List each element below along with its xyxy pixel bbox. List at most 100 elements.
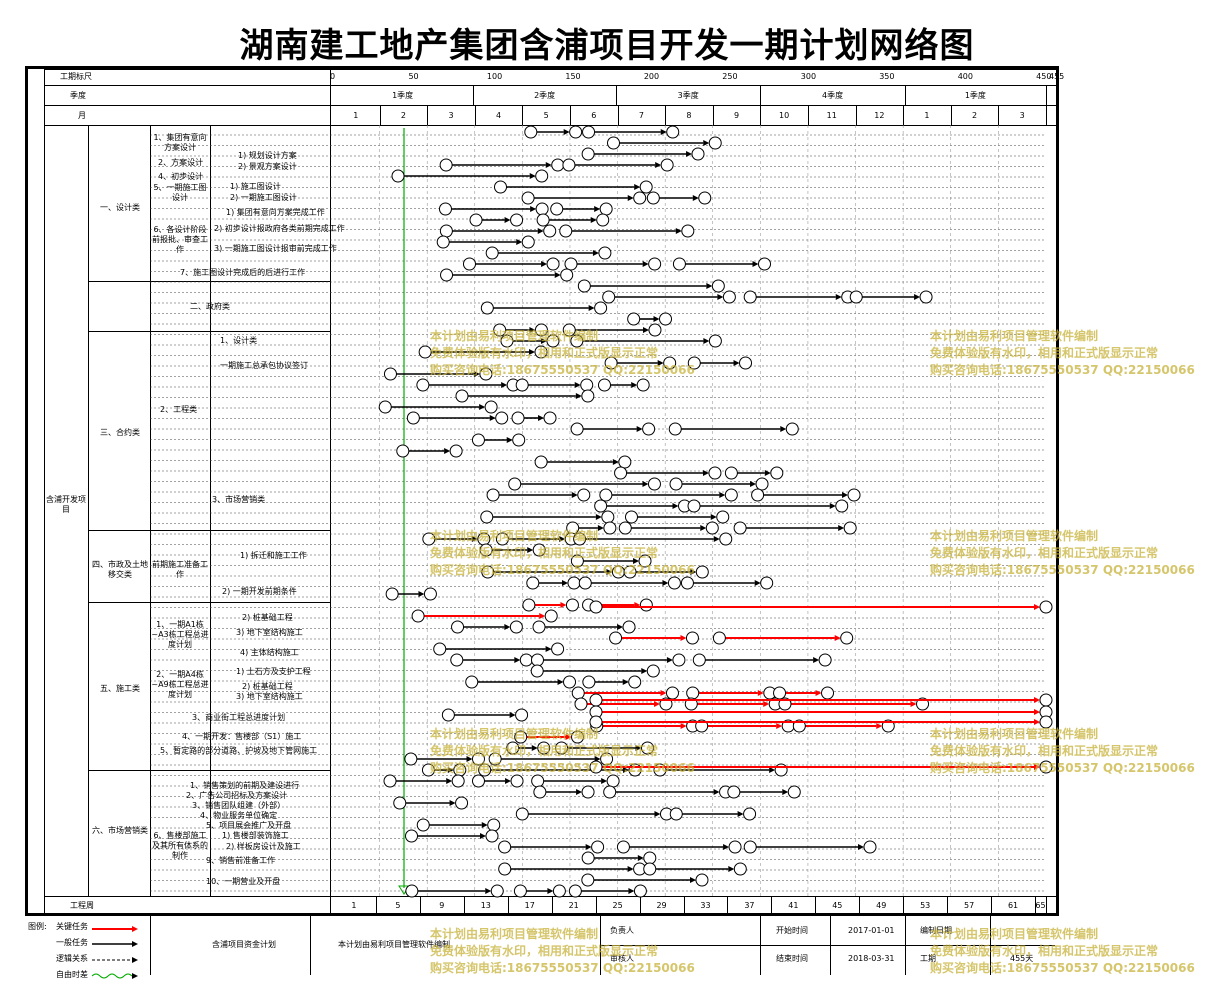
event-node — [510, 213, 524, 227]
task-arrow-head — [703, 338, 710, 344]
event-node — [544, 609, 558, 623]
event-node — [404, 752, 418, 766]
event-node — [555, 741, 569, 755]
task-arrow-head — [876, 723, 883, 729]
event-node — [609, 631, 623, 645]
event-node — [515, 378, 529, 392]
event-node — [624, 510, 638, 524]
event-node — [378, 400, 392, 414]
event-node — [589, 760, 603, 774]
task-arrow-head — [815, 690, 822, 696]
task-arrow-head — [750, 481, 757, 487]
quarter-row-label: 季度 — [70, 91, 86, 100]
category-marketing: 六、市场营销类 — [92, 826, 148, 835]
event-node — [843, 521, 857, 535]
month-9: 9 — [734, 111, 740, 120]
legend-title: 图例: — [28, 922, 47, 931]
event-node — [485, 829, 499, 843]
task-arrow-head — [782, 789, 789, 795]
task-arrow-head — [642, 327, 649, 333]
event-node — [646, 664, 660, 678]
event-node — [692, 653, 706, 667]
task-arrow-head — [449, 800, 456, 806]
task-arrow-head — [473, 371, 480, 377]
event-node — [582, 125, 596, 139]
critical-arrow-head — [1034, 604, 1040, 610]
quarter-3: 3季度 — [677, 91, 699, 100]
event-node — [603, 785, 617, 799]
task-arrow-head — [680, 723, 687, 729]
task-arrow-head — [637, 855, 644, 861]
start-value: 2017-01-01 — [848, 926, 895, 935]
legend-logic-head — [132, 957, 138, 963]
event-node — [526, 576, 540, 590]
month-3: 3 — [448, 111, 454, 120]
event-node — [751, 488, 765, 502]
event-node — [570, 422, 584, 436]
event-node — [559, 224, 573, 238]
event-node — [685, 631, 699, 645]
task-arrow-head — [655, 162, 662, 168]
construction-sub-2: 2、一期A4栋~A9栋工程总进度计划 — [151, 670, 209, 699]
event-node — [462, 257, 476, 271]
design-detail-3: 1) 施工图设计 — [230, 182, 281, 191]
design-sub-4: 4、初步设计 — [158, 172, 204, 181]
construction-detail-5: 2) 桩基础工程 — [242, 682, 293, 691]
event-node — [578, 576, 592, 590]
event-node — [490, 884, 504, 898]
event-node — [604, 356, 618, 370]
event-node — [405, 884, 419, 898]
event-node — [580, 378, 594, 392]
event-node — [818, 653, 832, 667]
event-node — [493, 180, 507, 194]
marketing-sub-4: 4、物业服务单位确定 — [200, 811, 278, 820]
event-node — [648, 257, 662, 271]
month-4: 4 — [496, 111, 502, 120]
task-arrow-head — [763, 701, 770, 707]
construction-detail-1: 2) 桩基础工程 — [242, 613, 293, 622]
marketing-sub-1: 1、销售策划的前期及建设进行 — [190, 781, 300, 790]
task-arrow-head — [617, 624, 624, 630]
event-node — [543, 224, 557, 238]
task-arrow-head — [560, 602, 567, 608]
event-node — [537, 741, 551, 755]
contract-sub-1: 1、设计类 — [220, 336, 258, 345]
event-node — [536, 213, 550, 227]
task-arrow-head — [514, 657, 521, 663]
event-node — [515, 708, 529, 722]
design-detail-5: 1) 集团有意向方案完成工作 — [226, 208, 325, 217]
day-tick-400: 400 — [957, 72, 973, 81]
day-tick-0: 0 — [330, 72, 336, 81]
task-arrow-head — [672, 503, 679, 509]
event-node — [550, 202, 564, 216]
event-node — [450, 653, 464, 667]
month-7: 7 — [638, 111, 644, 120]
event-node — [739, 356, 753, 370]
week-37: 37 — [744, 901, 755, 910]
event-node — [564, 257, 578, 271]
event-node — [533, 785, 547, 799]
event-node — [589, 715, 603, 729]
task-arrow-head — [641, 668, 648, 674]
construction-detail-4: 1) 土石方及支护工程 — [236, 667, 311, 676]
week-21: 21 — [568, 901, 579, 910]
month-15: 3 — [1019, 111, 1025, 120]
task-arrow-head — [576, 789, 583, 795]
task-arrow-head — [910, 701, 917, 707]
event-node — [633, 884, 647, 898]
marketing-sub-3: 3、销售团队组建（外部） — [192, 801, 286, 810]
task-arrow-head — [554, 272, 561, 278]
event-node — [847, 488, 861, 502]
municipal-sub-1: 前期施工准备工作 — [152, 560, 208, 579]
event-node — [785, 422, 799, 436]
task-arrow-head — [719, 492, 726, 498]
event-node — [582, 675, 596, 689]
week-65: 65 — [1035, 901, 1046, 910]
month-11: 11 — [826, 111, 837, 120]
construction-sub-3: 3、商业街工程总进度计划 — [192, 713, 286, 722]
event-node — [760, 576, 774, 590]
month-5: 5 — [543, 111, 549, 120]
quarter-1: 1季度 — [392, 91, 414, 100]
construction-detail-6: 3) 地下室结构施工 — [236, 692, 303, 701]
month-12: 12 — [874, 111, 885, 120]
